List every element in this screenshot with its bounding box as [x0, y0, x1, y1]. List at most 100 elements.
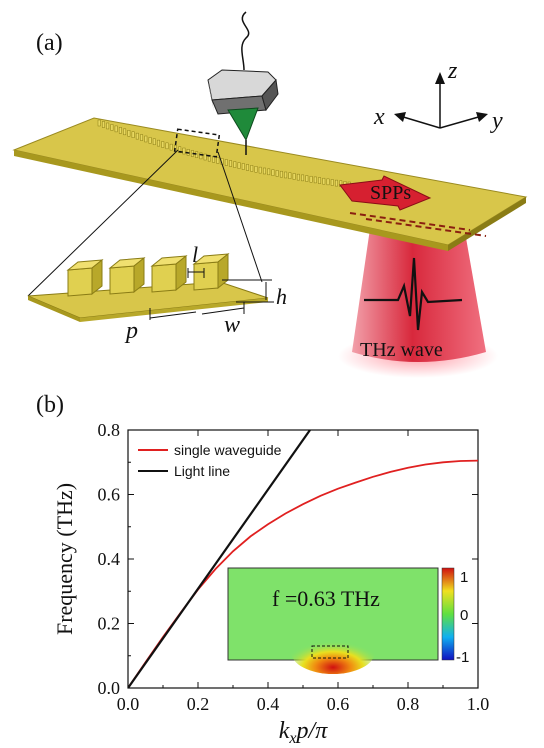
series-line-light-line: [128, 430, 311, 688]
coordinate-axes: z x y: [373, 58, 503, 134]
waveguide-pillar: [250, 165, 254, 172]
waveguide-pillar: [233, 161, 237, 168]
y-tick-label: 0.8: [98, 420, 121, 440]
thz-pulse-waveform: [364, 257, 463, 331]
waveguide-pillar: [246, 164, 249, 171]
colorbar-tick-max: 1: [460, 569, 468, 586]
waveguide-pillar: [288, 172, 292, 179]
waveguide-pillar: [258, 166, 262, 174]
legend-label: Light line: [174, 463, 230, 479]
waveguide-pillar: [161, 141, 165, 148]
waveguide-pillar: [284, 171, 288, 179]
waveguide-pillar: [267, 168, 271, 176]
x-tick-label: 0.0: [117, 694, 140, 714]
x-tick-label: 0.8: [397, 694, 420, 714]
x-axis-label: kxp/π: [279, 718, 328, 747]
waveguide-pillar: [131, 131, 135, 138]
waveguide-pillar: [169, 143, 173, 151]
waveguide-pillar: [157, 139, 160, 147]
panel-a-label: (a): [36, 30, 63, 56]
waveguide-pillar: [305, 175, 309, 182]
waveguide-pillar: [148, 137, 152, 144]
y-axis-label: Frequency (THz): [52, 483, 77, 635]
waveguide-pillar: [144, 135, 148, 143]
waveguide-pillar: [101, 121, 105, 128]
y-tick-label: 0.4: [98, 549, 121, 569]
inset-frequency-label: f =0.63 THz: [272, 586, 380, 611]
spp-label: SPPs: [370, 182, 411, 204]
colorbar-tick-min: -1: [456, 649, 469, 666]
waveguide-pillar: [254, 166, 258, 173]
dim-l: l: [192, 242, 198, 267]
waveguide-pillar: [118, 127, 122, 134]
waveguide-pillar: [165, 142, 169, 150]
dimension-annotations: l h p w: [124, 242, 287, 344]
waveguide-pillar: [279, 170, 283, 178]
waveguide-pillar: [178, 146, 182, 153]
thz-wave-label: THz wave: [360, 339, 443, 361]
panel-b-label: (b): [36, 392, 64, 418]
waveguide-pillar: [309, 175, 313, 183]
spp-arrow: [339, 175, 432, 211]
zoomed-pillar: [109, 265, 135, 295]
waveguide-pillar: [330, 179, 334, 186]
waveguide-pillar: [322, 177, 326, 185]
zoomed-pillar: [151, 263, 177, 293]
x-tick-label: 0.4: [257, 694, 280, 714]
axis-z-label: z: [447, 58, 458, 84]
corrugated-waveguide: [97, 119, 351, 189]
zoomed-pillar: [67, 267, 93, 297]
probe-tip: [207, 11, 279, 155]
dim-p: p: [124, 318, 138, 344]
dim-w: w: [224, 312, 240, 338]
axis-x-label: x: [373, 104, 385, 130]
colorbar: [441, 567, 455, 661]
y-tick-label: 0.2: [98, 614, 121, 634]
waveguide-pillar: [140, 134, 144, 141]
waveguide-pillar: [114, 125, 118, 133]
waveguide-pillar: [326, 178, 330, 186]
waveguide-pillar: [237, 162, 241, 169]
waveguide-pillar: [152, 138, 156, 146]
waveguide-pillar: [216, 157, 220, 164]
waveguide-pillar: [110, 124, 114, 131]
zoomed-pillar-side: [91, 258, 103, 296]
field-inset: f =0.63 THz 1 0 -1: [227, 567, 469, 674]
waveguide-pillar: [313, 176, 317, 184]
waveguide-pillar: [123, 128, 127, 136]
waveguide-pillar: [335, 179, 338, 187]
waveguide-pillar: [106, 122, 110, 130]
waveguide-pillar: [318, 177, 321, 184]
axis-y-label: y: [490, 108, 503, 134]
y-tick-label: 0.0: [98, 678, 121, 698]
metal-plate: [12, 117, 528, 251]
x-tick-label: 1.0: [467, 694, 490, 714]
waveguide-pillar: [241, 163, 245, 170]
x-tick-label: 0.6: [327, 694, 350, 714]
zoomed-unit-cells: [27, 252, 269, 322]
waveguide-pillar: [182, 147, 186, 155]
waveguide-pillar: [224, 159, 228, 166]
zoomed-pillar-side: [133, 256, 145, 294]
waveguide-pillar: [301, 174, 305, 182]
x-tick-label: 0.2: [187, 694, 210, 714]
dim-h: h: [276, 284, 287, 309]
zoomed-pillar-side: [175, 254, 187, 292]
waveguide-pillar: [275, 170, 279, 177]
y-tick-label: 0.6: [98, 485, 121, 505]
waveguide-pillar: [292, 173, 296, 180]
zoom-region-box: [173, 128, 221, 158]
waveguide-pillar: [263, 167, 266, 175]
waveguide-pillar: [195, 151, 199, 158]
dispersion-chart: 0.0 0.2 0.4 0.6 0.8 1.0 0.0 0.2 0.4 0.6 0.8 Frequen…: [52, 420, 489, 747]
waveguide-pillar: [271, 169, 275, 176]
legend: single waveguide Light line: [138, 442, 282, 479]
waveguide-pillar: [97, 119, 101, 127]
waveguide-pillar: [296, 173, 300, 181]
axes-frame: 0.0 0.2 0.4 0.6 0.8 1.0 0.0 0.2 0.4 0.6 0.8 Frequen…: [52, 420, 489, 747]
waveguide-pillar: [203, 153, 207, 161]
colorbar-tick-mid: 0: [460, 607, 468, 624]
legend-label: single waveguide: [174, 442, 282, 458]
waveguide-pillar: [127, 130, 131, 137]
